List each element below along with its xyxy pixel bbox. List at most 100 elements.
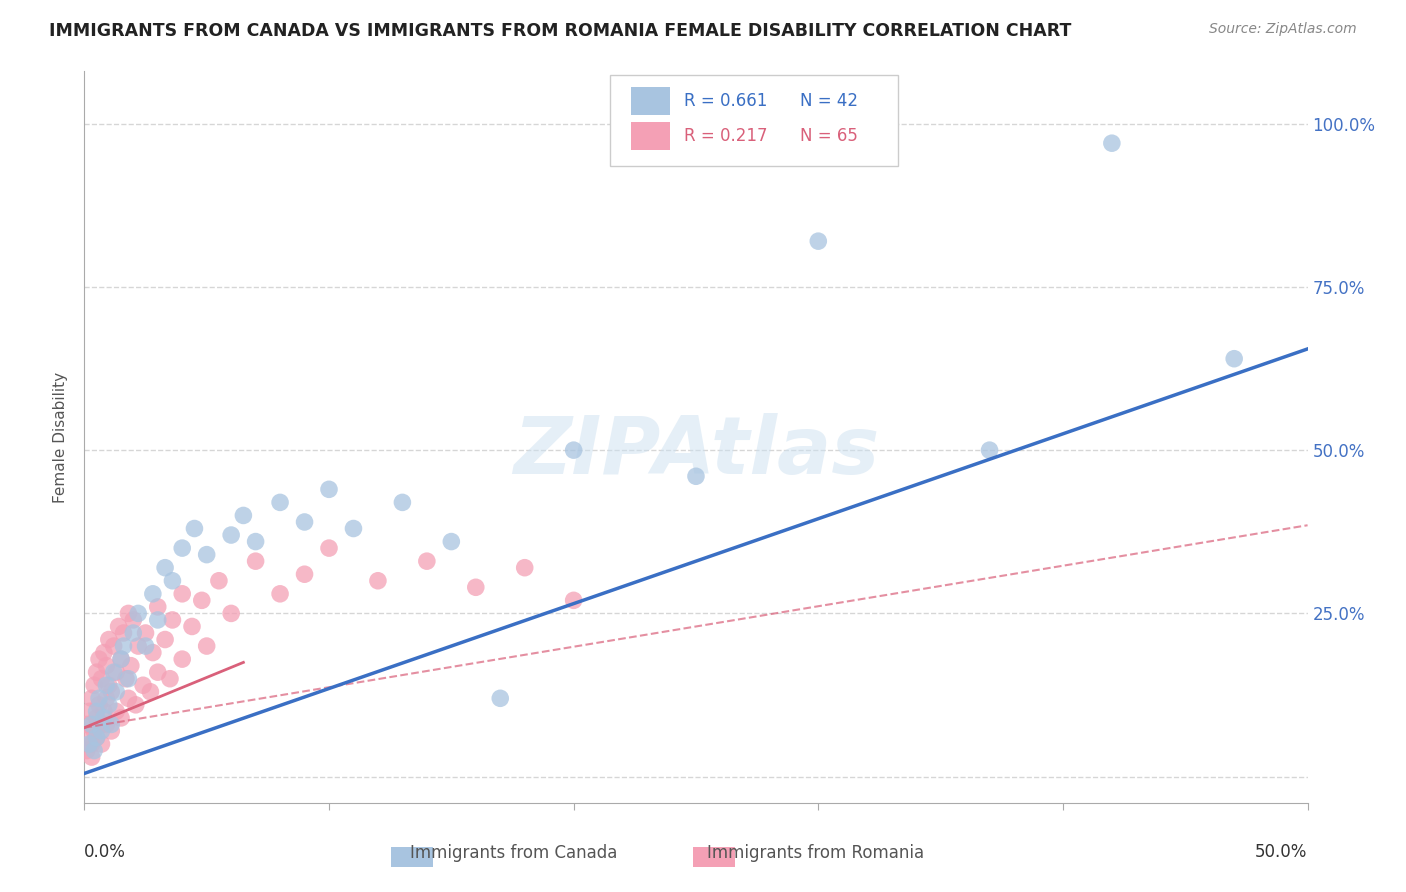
Point [86, 711, 108, 725]
FancyBboxPatch shape [610, 75, 898, 167]
Text: N = 42: N = 42 [800, 93, 858, 111]
Point [181, 619, 204, 633]
Point [318, 483, 340, 497]
Point [162, 613, 184, 627]
Point [127, 639, 149, 653]
Point [132, 678, 155, 692]
Point [489, 691, 512, 706]
Point [80, 750, 103, 764]
Text: IMMIGRANTS FROM CANADA VS IMMIGRANTS FROM ROMANIA FEMALE DISABILITY CORRELATION : IMMIGRANTS FROM CANADA VS IMMIGRANTS FRO… [49, 22, 1071, 40]
Point [232, 508, 254, 523]
Text: Immigrants from Romania: Immigrants from Romania [707, 844, 924, 862]
Point [117, 607, 139, 621]
Point [125, 698, 148, 712]
Point [172, 587, 194, 601]
Point [159, 672, 181, 686]
Point [77, 737, 100, 751]
Point [172, 541, 194, 555]
Point [86, 731, 108, 745]
Point [96, 678, 118, 692]
Point [391, 495, 413, 509]
Point [100, 723, 122, 738]
Point [117, 672, 139, 686]
Point [464, 580, 486, 594]
Point [146, 599, 169, 614]
Point [153, 632, 176, 647]
Point [76, 717, 98, 731]
Point [77, 731, 100, 745]
Point [135, 626, 157, 640]
Point [979, 443, 1001, 458]
Point [110, 652, 132, 666]
Point [142, 646, 165, 660]
Point [122, 613, 145, 627]
FancyBboxPatch shape [631, 87, 671, 115]
Point [97, 678, 120, 692]
Point [87, 698, 110, 712]
Point [105, 705, 128, 719]
Point [96, 658, 118, 673]
Point [191, 593, 214, 607]
Point [183, 521, 205, 535]
Point [562, 443, 585, 458]
Point [100, 717, 122, 731]
Point [342, 521, 364, 535]
Point [245, 554, 267, 568]
Point [93, 711, 115, 725]
Point [562, 593, 585, 607]
FancyBboxPatch shape [631, 122, 671, 150]
Point [112, 639, 135, 653]
Point [219, 528, 242, 542]
Point [86, 665, 108, 680]
Point [110, 711, 132, 725]
Point [245, 534, 267, 549]
Text: N = 65: N = 65 [800, 127, 858, 145]
Text: Immigrants from Canada: Immigrants from Canada [409, 844, 617, 862]
Point [107, 619, 129, 633]
Point [96, 717, 118, 731]
Point [172, 652, 194, 666]
Point [77, 705, 100, 719]
Point [269, 587, 291, 601]
Point [367, 574, 389, 588]
Point [127, 607, 149, 621]
Point [93, 705, 115, 719]
Point [90, 737, 112, 751]
Point [97, 698, 120, 712]
Point [90, 717, 112, 731]
Text: R = 0.661: R = 0.661 [683, 93, 768, 111]
Point [110, 652, 132, 666]
Point [103, 665, 125, 680]
Point [105, 685, 128, 699]
Point [416, 554, 439, 568]
Point [269, 495, 291, 509]
Point [83, 743, 105, 757]
Point [195, 639, 218, 653]
Point [93, 646, 115, 660]
Point [80, 737, 103, 751]
Point [112, 626, 135, 640]
Point [83, 678, 105, 692]
Point [1101, 136, 1123, 151]
Point [139, 685, 162, 699]
Point [294, 567, 316, 582]
Point [96, 691, 118, 706]
Point [219, 607, 242, 621]
Point [294, 515, 316, 529]
Point [513, 560, 536, 574]
Point [86, 705, 108, 719]
Point [86, 731, 108, 745]
Point [142, 587, 165, 601]
Point [162, 574, 184, 588]
Point [318, 541, 340, 555]
Point [80, 691, 103, 706]
Point [83, 723, 105, 738]
Point [1223, 351, 1246, 366]
Point [440, 534, 463, 549]
Point [208, 574, 231, 588]
Point [146, 613, 169, 627]
Y-axis label: Female Disability: Female Disability [53, 371, 69, 503]
Point [105, 665, 128, 680]
Point [103, 639, 125, 653]
Point [685, 469, 707, 483]
